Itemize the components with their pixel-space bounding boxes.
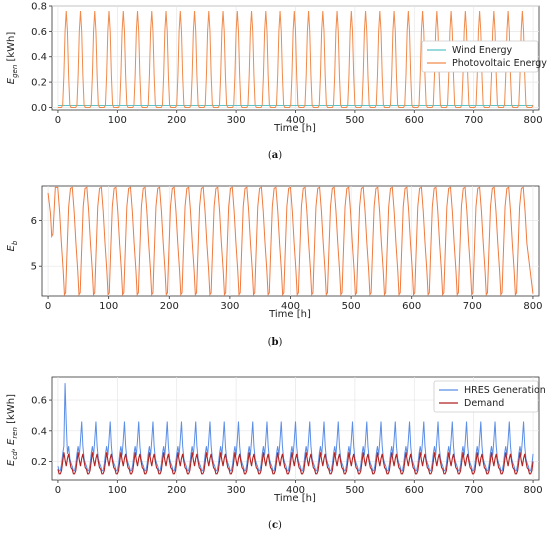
legend-label-demand: Demand bbox=[464, 398, 504, 409]
x-tick-label: 400 bbox=[286, 115, 305, 126]
x-tick-label: 200 bbox=[160, 301, 179, 312]
y-tick-label: 0.4 bbox=[31, 52, 47, 63]
x-tick-label: 100 bbox=[108, 115, 127, 126]
x-tick-label: 600 bbox=[405, 485, 424, 496]
panel-c-hres-vs-demand: 0 100 200 300 400 500 600 700 800 0.2 0.4 0.6 Time… bbox=[6, 376, 546, 531]
caption-c: (c) bbox=[268, 520, 282, 531]
x-tick-label: 0 bbox=[55, 485, 61, 496]
x-tick-label: 300 bbox=[227, 485, 246, 496]
series-hres-generation bbox=[57, 383, 534, 472]
legend-label-wind: Wind Energy bbox=[452, 45, 513, 56]
panel-b-y-label: Eb bbox=[6, 240, 19, 251]
panel-b-x-ticks: 0 100 200 300 400 500 600 700 800 bbox=[45, 296, 542, 312]
panel-a-y-ticks: 0.0 0.2 0.4 0.6 0.8 bbox=[31, 2, 52, 114]
y-tick-label: 5 bbox=[31, 262, 37, 273]
legend-label-hres: HRES Generation bbox=[464, 385, 546, 396]
x-tick-label: 300 bbox=[227, 115, 246, 126]
x-tick-label: 200 bbox=[167, 115, 186, 126]
x-tick-label: 400 bbox=[286, 485, 305, 496]
caption-b: (b) bbox=[268, 337, 283, 348]
panel-a-energy-generation: 0 100 200 300 400 500 600 700 800 0.00.20.40.60.… bbox=[6, 2, 547, 162]
panel-a-x-ticks: 0 100 200 300 400 500 600 700 800 bbox=[55, 110, 543, 126]
x-tick-label: 700 bbox=[464, 115, 483, 126]
panel-b-lines bbox=[47, 186, 534, 297]
x-tick-label: 800 bbox=[524, 485, 543, 496]
panel-c-x-label: Time [h] bbox=[273, 493, 316, 504]
panel-a-legend: Wind Energy Photovoltaic Energy bbox=[421, 40, 547, 73]
y-tick-label: 0.6 bbox=[31, 396, 47, 407]
x-tick-label: 600 bbox=[402, 301, 421, 312]
panel-a-y-label: Egen [kWh] bbox=[6, 32, 19, 85]
x-tick-label: 800 bbox=[524, 115, 543, 126]
y-tick-label: 0.8 bbox=[31, 2, 47, 13]
x-tick-label: 400 bbox=[281, 301, 300, 312]
y-tick-label: 0.6 bbox=[31, 27, 47, 38]
panel-b-grid bbox=[42, 186, 539, 296]
panel-b-battery-energy: 0 100 200 300 400 500 600 700 800 56 Time [h] Eb… bbox=[6, 185, 542, 348]
panel-c-y-label: Ecd, Eren [kWh] bbox=[6, 394, 19, 466]
x-tick-label: 100 bbox=[108, 485, 127, 496]
panel-b-y-ticks: 56 bbox=[31, 216, 42, 273]
series-demand bbox=[57, 452, 534, 475]
x-tick-label: 800 bbox=[523, 301, 542, 312]
y-tick-label: 6 bbox=[31, 216, 37, 227]
panel-c-x-ticks: 0 100 200 300 400 500 600 700 800 bbox=[55, 480, 543, 496]
y-tick-label: 0.2 bbox=[31, 457, 47, 468]
series-photovoltaic-energy bbox=[57, 11, 534, 108]
legend-label-pv: Photovoltaic Energy bbox=[452, 58, 547, 69]
x-tick-label: 500 bbox=[342, 301, 361, 312]
panel-a-x-label: Time [h] bbox=[273, 123, 316, 134]
series-battery-energy bbox=[47, 186, 534, 297]
x-tick-label: 700 bbox=[464, 485, 483, 496]
panel-a-lines bbox=[57, 11, 534, 108]
x-tick-label: 0 bbox=[45, 301, 51, 312]
y-tick-label: 0.0 bbox=[31, 103, 47, 114]
panel-c-y-ticks: 0.2 0.4 0.6 bbox=[31, 396, 52, 468]
caption-a: (a) bbox=[268, 150, 282, 161]
x-tick-label: 700 bbox=[463, 301, 482, 312]
x-tick-label: 100 bbox=[99, 301, 118, 312]
panel-c-lines bbox=[57, 383, 534, 475]
y-tick-label: 0.2 bbox=[31, 78, 47, 89]
x-tick-label: 600 bbox=[405, 115, 424, 126]
x-tick-label: 300 bbox=[220, 301, 239, 312]
y-tick-label: 0.4 bbox=[31, 426, 47, 437]
x-tick-label: 500 bbox=[345, 485, 364, 496]
x-tick-label: 500 bbox=[345, 115, 364, 126]
panel-b-x-label: Time [h] bbox=[268, 309, 311, 320]
panel-c-legend: HRES Generation Demand bbox=[433, 380, 546, 413]
x-tick-label: 0 bbox=[55, 115, 61, 126]
x-tick-label: 200 bbox=[167, 485, 186, 496]
